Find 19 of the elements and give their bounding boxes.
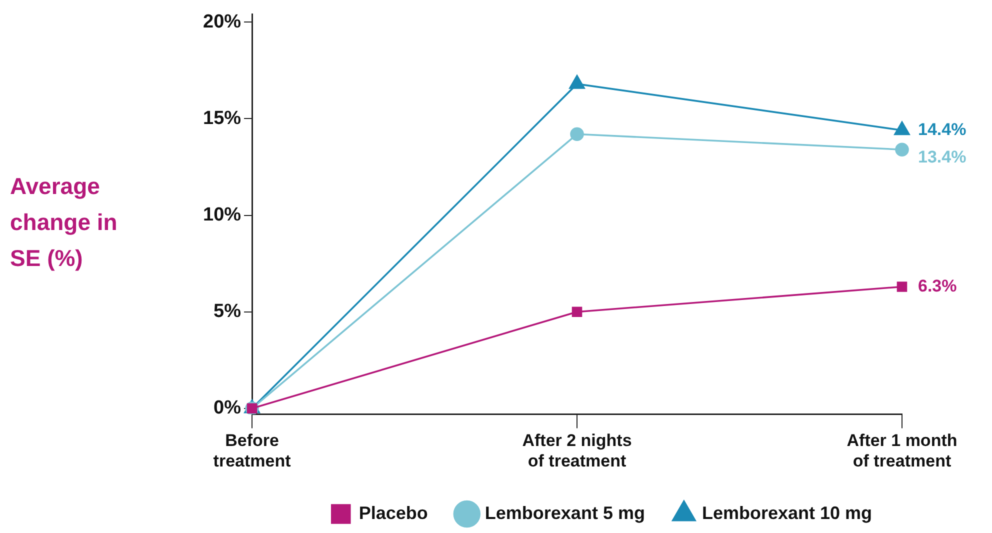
point [572, 306, 582, 317]
data-label: 14.4% [918, 120, 966, 139]
legend-label: Placebo [358, 502, 428, 523]
x-tick-label: After 2 nights of treatment [522, 431, 632, 470]
y-tick-label: 5% [214, 301, 242, 322]
legend-label: Lemborexant 10 mg [702, 502, 872, 523]
y-tick-label: 10% [202, 204, 242, 226]
data-label: 13.4% [918, 147, 966, 166]
data-label: 6.3% [918, 276, 957, 296]
point [570, 127, 584, 142]
point [896, 282, 908, 292]
legend-label: Lemborexant 5 mg [484, 502, 645, 523]
y-tick-label: 15% [202, 108, 242, 129]
x-tick-label: After 1 month of treatment [846, 431, 958, 470]
y-tick-label: 0% [214, 398, 242, 419]
y-axis-title: Average change in SE (%) [10, 172, 118, 273]
x-tick-label: Before treatment [213, 431, 292, 470]
y-tick-label: 20% [202, 11, 242, 32]
point [895, 142, 909, 156]
